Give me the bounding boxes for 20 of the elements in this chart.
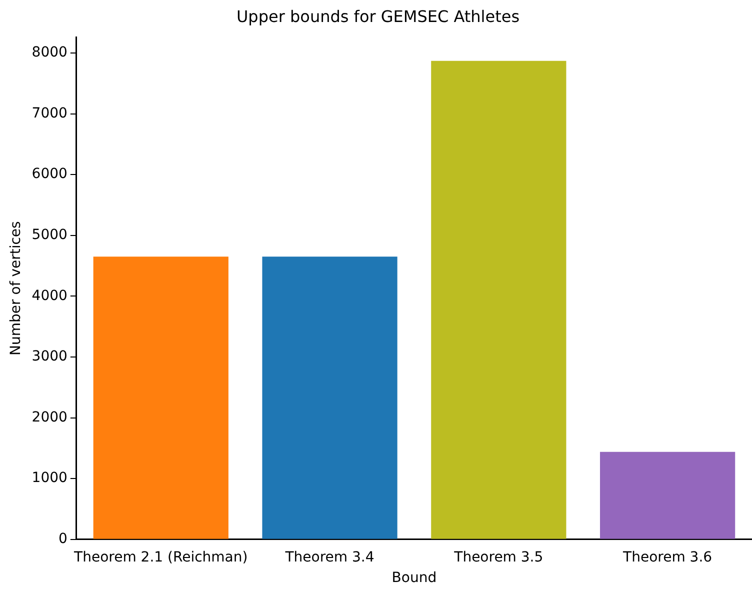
bar (93, 256, 228, 539)
y-tick-label: 8000 (32, 44, 68, 61)
y-tick-label: 0 (58, 531, 68, 548)
bar (600, 452, 736, 539)
chart-title: Upper bounds for GEMSEC Athletes (236, 6, 520, 26)
x-tick-label: Theorem 2.1 (Reichman) (73, 549, 248, 566)
y-tick-label: 2000 (32, 409, 68, 426)
x-tick-label: Theorem 3.4 (284, 549, 374, 566)
bar (431, 60, 566, 539)
x-tick-label: Theorem 3.5 (453, 549, 544, 566)
bar (262, 256, 398, 539)
y-axis-title: Number of vertices (8, 221, 24, 356)
y-tick-label: 1000 (32, 470, 68, 486)
y-tick-label: 4000 (32, 288, 68, 304)
y-tick-label: 5000 (32, 227, 68, 244)
x-tick-label: Theorem 3.6 (622, 549, 712, 566)
y-tick-label: 3000 (32, 348, 68, 365)
y-tick-label: 6000 (32, 166, 68, 182)
y-tick-label: 7000 (32, 105, 68, 122)
x-axis-title: Bound (392, 570, 437, 586)
